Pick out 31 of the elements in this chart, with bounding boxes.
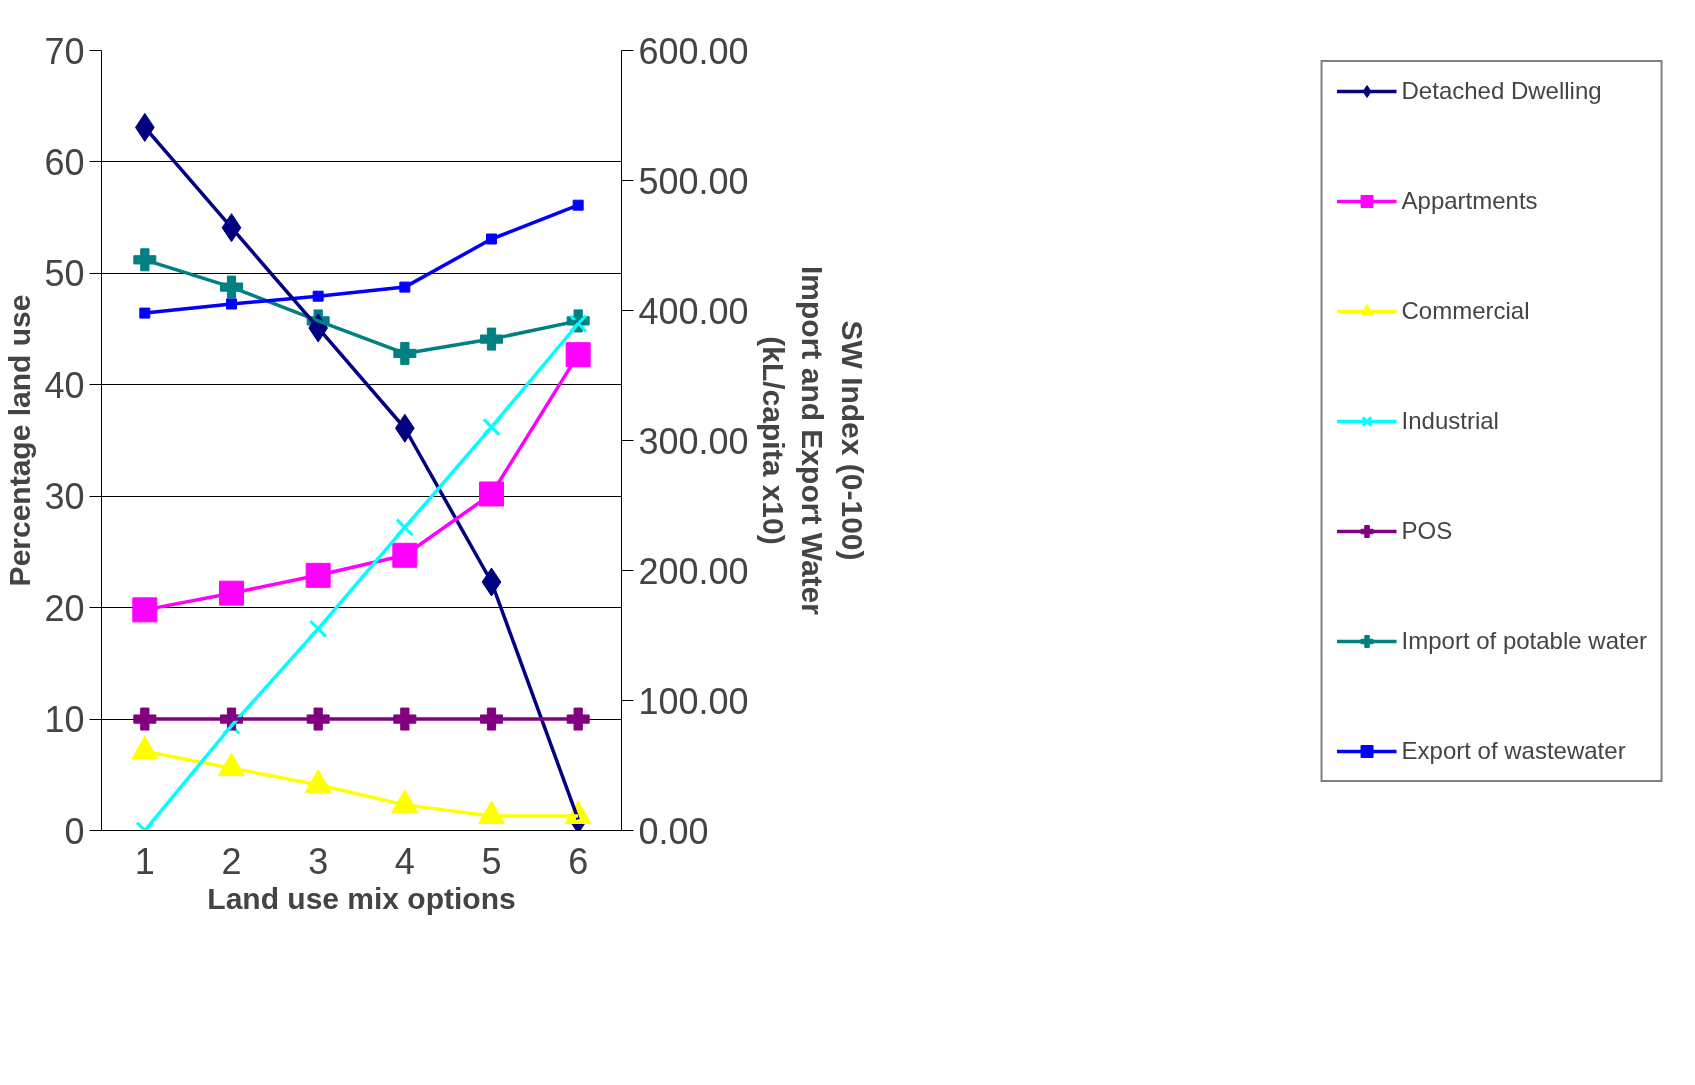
x-tick-label: 5 (481, 840, 502, 882)
y-tick-label: 50 (44, 253, 85, 295)
y2-tick-label: 600.00 (638, 30, 749, 72)
y2-tick-label: 400.00 (638, 290, 749, 332)
x-tick-label: 2 (221, 840, 242, 882)
y2-tick-label: 0.00 (638, 810, 709, 852)
y-tick-label: 60 (44, 141, 85, 183)
legend-label: Import of potable water (1401, 627, 1647, 655)
legend-label: Industrial (1401, 407, 1500, 435)
y-tick-label: 20 (44, 587, 85, 629)
y2-tick-label: 300.00 (638, 420, 749, 462)
y-axis-title: Percentage land use (3, 294, 37, 587)
y2-tick-label: 500.00 (638, 160, 749, 202)
y-tick-label: 40 (44, 364, 85, 406)
legend-label: Export of wastewater (1401, 737, 1626, 765)
y-tick-label: 10 (44, 699, 85, 741)
x-tick-label: 4 (394, 840, 415, 882)
legend-label: POS (1401, 517, 1454, 545)
legend-label: Appartments (1401, 187, 1539, 215)
y-tick-label: 0 (64, 810, 85, 852)
x-axis-title: Land use mix options (207, 881, 516, 915)
y-tick-label: 70 (44, 30, 85, 72)
legend-label: Detached Dwelling (1401, 77, 1602, 105)
y2-axis-title: SW Index (0-100) Import and Export Water (kL/capita x10) (756, 266, 869, 616)
x-tick-label: 6 (568, 840, 589, 882)
x-tick-label: 3 (308, 840, 329, 882)
y2-tick-label: 200.00 (638, 550, 749, 592)
y2-tick-label: 100.00 (638, 680, 749, 722)
y-tick-label: 30 (44, 476, 85, 518)
x-tick-label: 1 (134, 840, 155, 882)
legend-label: Commercial (1401, 297, 1531, 325)
